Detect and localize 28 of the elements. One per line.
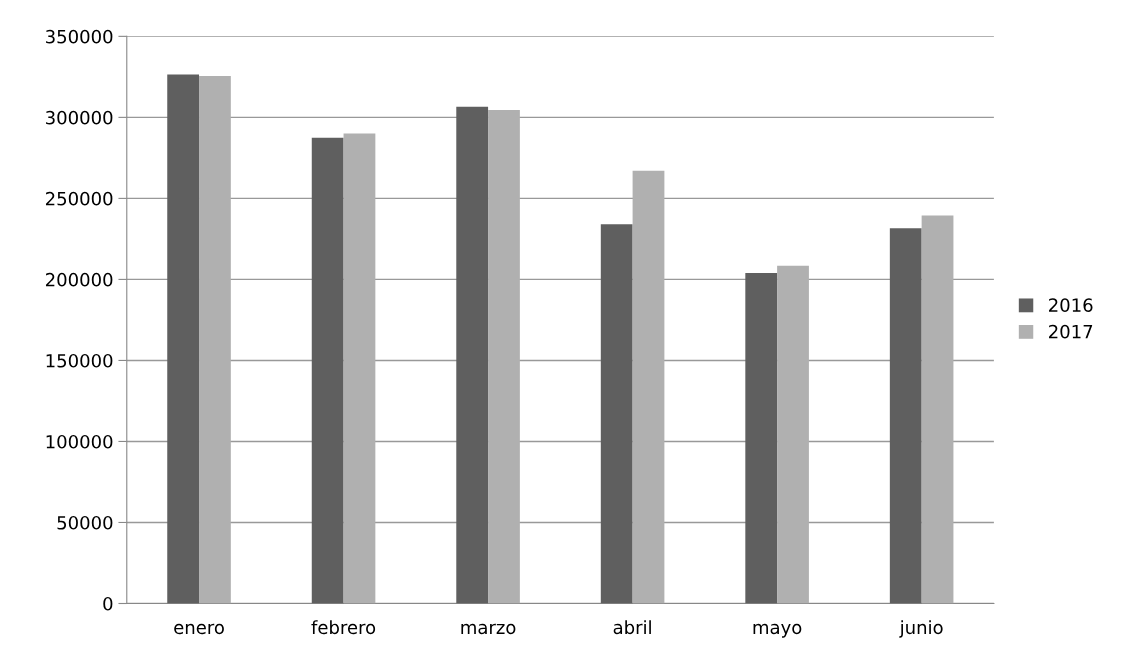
x-tick-label: junio xyxy=(899,620,943,638)
bar xyxy=(921,215,954,604)
y-tick-label: 50000 xyxy=(57,515,113,530)
y-tick-label: 200000 xyxy=(45,272,113,287)
y-tick-label: 150000 xyxy=(46,353,113,368)
legend-label: 2016 xyxy=(1049,298,1093,312)
x-tick-label: febrero xyxy=(311,620,376,635)
x-tick-label: abril xyxy=(613,620,651,635)
bar xyxy=(745,272,778,604)
y-tick-label: 0 xyxy=(103,596,113,611)
bar xyxy=(456,106,489,604)
legend-label: 2017 xyxy=(1049,324,1093,339)
bar xyxy=(488,110,520,604)
bar xyxy=(777,265,809,604)
bar xyxy=(632,170,665,604)
bar xyxy=(343,133,376,604)
bar xyxy=(199,76,231,604)
y-tick-label: 250000 xyxy=(45,191,113,206)
x-tick-label: enero xyxy=(174,623,224,635)
bar xyxy=(600,224,633,604)
x-tick-label: marzo xyxy=(461,623,516,635)
y-tick-label: 100000 xyxy=(46,434,113,449)
y-tick-label: 350000 xyxy=(46,29,113,44)
bar xyxy=(167,74,200,604)
bar xyxy=(311,137,344,604)
bar xyxy=(889,228,922,604)
x-tick-label: mayo xyxy=(753,623,802,638)
y-tick-label: 300000 xyxy=(46,110,113,125)
